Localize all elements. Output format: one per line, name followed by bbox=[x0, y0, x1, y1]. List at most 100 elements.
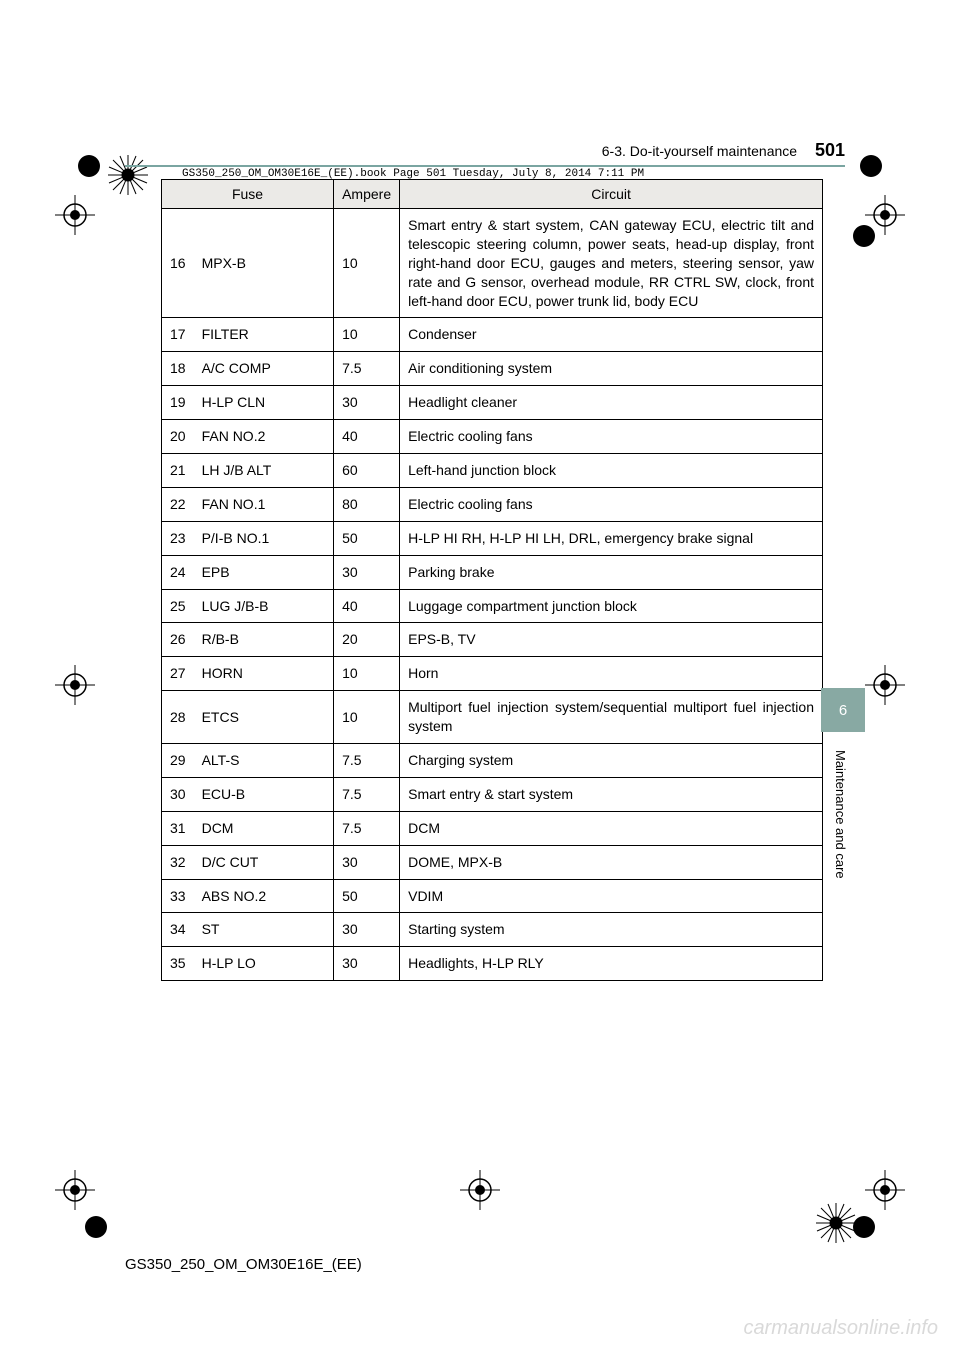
fuse-ampere: 7.5 bbox=[334, 777, 400, 811]
fuse-number: 22 bbox=[162, 487, 194, 521]
table-row: 22FAN NO.180Electric cooling fans bbox=[162, 487, 823, 521]
table-row: 29ALT-S7.5Charging system bbox=[162, 744, 823, 778]
table-row: 25LUG J/B-B40Luggage compartment junctio… bbox=[162, 589, 823, 623]
fuse-number: 34 bbox=[162, 913, 194, 947]
print-dot bbox=[853, 1216, 875, 1238]
fuse-number: 24 bbox=[162, 555, 194, 589]
th-ampere: Ampere bbox=[334, 180, 400, 209]
chapter-tab: 6 bbox=[821, 688, 865, 732]
fuse-number: 17 bbox=[162, 318, 194, 352]
th-fuse: Fuse bbox=[162, 180, 334, 209]
fuse-ampere: 30 bbox=[334, 555, 400, 589]
table-row: 23P/I-B NO.150H-LP HI RH, H-LP HI LH, DR… bbox=[162, 521, 823, 555]
fuse-ampere: 7.5 bbox=[334, 811, 400, 845]
fuse-table: Fuse Ampere Circuit 16MPX-B10Smart entry… bbox=[161, 179, 823, 981]
fuse-number: 19 bbox=[162, 386, 194, 420]
table-row: 27HORN10Horn bbox=[162, 657, 823, 691]
fuse-number: 32 bbox=[162, 845, 194, 879]
footer-doc-code: GS350_250_OM_OM30E16E_(EE) bbox=[125, 1256, 362, 1273]
registration-mark-icon bbox=[55, 195, 95, 235]
fuse-circuit: EPS-B, TV bbox=[400, 623, 823, 657]
fuse-ampere: 10 bbox=[334, 691, 400, 744]
fuse-circuit: Multiport fuel injection system/sequenti… bbox=[400, 691, 823, 744]
table-row: 18A/C COMP7.5Air conditioning system bbox=[162, 352, 823, 386]
fuse-circuit: DOME, MPX-B bbox=[400, 845, 823, 879]
fuse-number: 23 bbox=[162, 521, 194, 555]
fuse-number: 21 bbox=[162, 454, 194, 488]
fuse-circuit: Charging system bbox=[400, 744, 823, 778]
table-row: 32D/C CUT30DOME, MPX-B bbox=[162, 845, 823, 879]
section-header: 6-3. Do-it-yourself maintenance 501 bbox=[125, 140, 845, 167]
table-row: 28ETCS10Multiport fuel injection system/… bbox=[162, 691, 823, 744]
fuse-ampere: 60 bbox=[334, 454, 400, 488]
registration-mark-icon bbox=[865, 665, 905, 705]
registration-mark-icon bbox=[460, 1170, 500, 1210]
table-row: 34ST30Starting system bbox=[162, 913, 823, 947]
fuse-ampere: 30 bbox=[334, 913, 400, 947]
fuse-name: H-LP LO bbox=[194, 947, 334, 981]
print-dot bbox=[860, 155, 882, 177]
fuse-name: LUG J/B-B bbox=[194, 589, 334, 623]
fuse-circuit: Horn bbox=[400, 657, 823, 691]
fuse-ampere: 10 bbox=[334, 209, 400, 318]
fuse-name: LH J/B ALT bbox=[194, 454, 334, 488]
fuse-number: 33 bbox=[162, 879, 194, 913]
fuse-ampere: 30 bbox=[334, 947, 400, 981]
fuse-ampere: 50 bbox=[334, 879, 400, 913]
fuse-circuit: Parking brake bbox=[400, 555, 823, 589]
fuse-circuit: DCM bbox=[400, 811, 823, 845]
table-row: 35H-LP LO30Headlights, H-LP RLY bbox=[162, 947, 823, 981]
table-row: 17FILTER10Condenser bbox=[162, 318, 823, 352]
fuse-ampere: 50 bbox=[334, 521, 400, 555]
fuse-ampere: 7.5 bbox=[334, 744, 400, 778]
table-row: 31DCM7.5DCM bbox=[162, 811, 823, 845]
fuse-ampere: 40 bbox=[334, 589, 400, 623]
fuse-circuit: Condenser bbox=[400, 318, 823, 352]
fuse-number: 27 bbox=[162, 657, 194, 691]
fuse-circuit: Electric cooling fans bbox=[400, 487, 823, 521]
table-row: 33ABS NO.250VDIM bbox=[162, 879, 823, 913]
fuse-circuit: Left-hand junction block bbox=[400, 454, 823, 488]
table-row: 30ECU-B7.5Smart entry & start system bbox=[162, 777, 823, 811]
fuse-number: 26 bbox=[162, 623, 194, 657]
print-dot bbox=[85, 1216, 107, 1238]
table-row: 19H-LP CLN30Headlight cleaner bbox=[162, 386, 823, 420]
fuse-name: ABS NO.2 bbox=[194, 879, 334, 913]
fuse-name: EPB bbox=[194, 555, 334, 589]
fuse-ampere: 10 bbox=[334, 657, 400, 691]
fuse-name: P/I-B NO.1 bbox=[194, 521, 334, 555]
fuse-name: FAN NO.1 bbox=[194, 487, 334, 521]
fuse-number: 18 bbox=[162, 352, 194, 386]
fuse-name: DCM bbox=[194, 811, 334, 845]
fuse-number: 29 bbox=[162, 744, 194, 778]
table-row: 24EPB30Parking brake bbox=[162, 555, 823, 589]
fuse-circuit: Air conditioning system bbox=[400, 352, 823, 386]
fuse-name: A/C COMP bbox=[194, 352, 334, 386]
table-row: 16MPX-B10Smart entry & start system, CAN… bbox=[162, 209, 823, 318]
fuse-number: 31 bbox=[162, 811, 194, 845]
fuse-ampere: 20 bbox=[334, 623, 400, 657]
fuse-name: ETCS bbox=[194, 691, 334, 744]
fuse-ampere: 10 bbox=[334, 318, 400, 352]
fuse-circuit: VDIM bbox=[400, 879, 823, 913]
fuse-ampere: 30 bbox=[334, 845, 400, 879]
table-row: 20FAN NO.240Electric cooling fans bbox=[162, 420, 823, 454]
print-dot bbox=[78, 155, 100, 177]
watermark-bottom: carmanualsonline.info bbox=[743, 1317, 938, 1340]
fuse-number: 25 bbox=[162, 589, 194, 623]
fuse-ampere: 7.5 bbox=[334, 352, 400, 386]
fuse-name: D/C CUT bbox=[194, 845, 334, 879]
fuse-number: 30 bbox=[162, 777, 194, 811]
fuse-number: 20 bbox=[162, 420, 194, 454]
fuse-name: ALT-S bbox=[194, 744, 334, 778]
fuse-circuit: Luggage compartment junction block bbox=[400, 589, 823, 623]
chapter-number: 6 bbox=[839, 702, 847, 719]
fuse-circuit: Smart entry & start system bbox=[400, 777, 823, 811]
registration-mark-icon bbox=[55, 1170, 95, 1210]
fuse-name: H-LP CLN bbox=[194, 386, 334, 420]
fuse-name: FILTER bbox=[194, 318, 334, 352]
fuse-circuit: Electric cooling fans bbox=[400, 420, 823, 454]
fuse-name: MPX-B bbox=[194, 209, 334, 318]
fuse-number: 28 bbox=[162, 691, 194, 744]
page-number: 501 bbox=[815, 140, 845, 160]
